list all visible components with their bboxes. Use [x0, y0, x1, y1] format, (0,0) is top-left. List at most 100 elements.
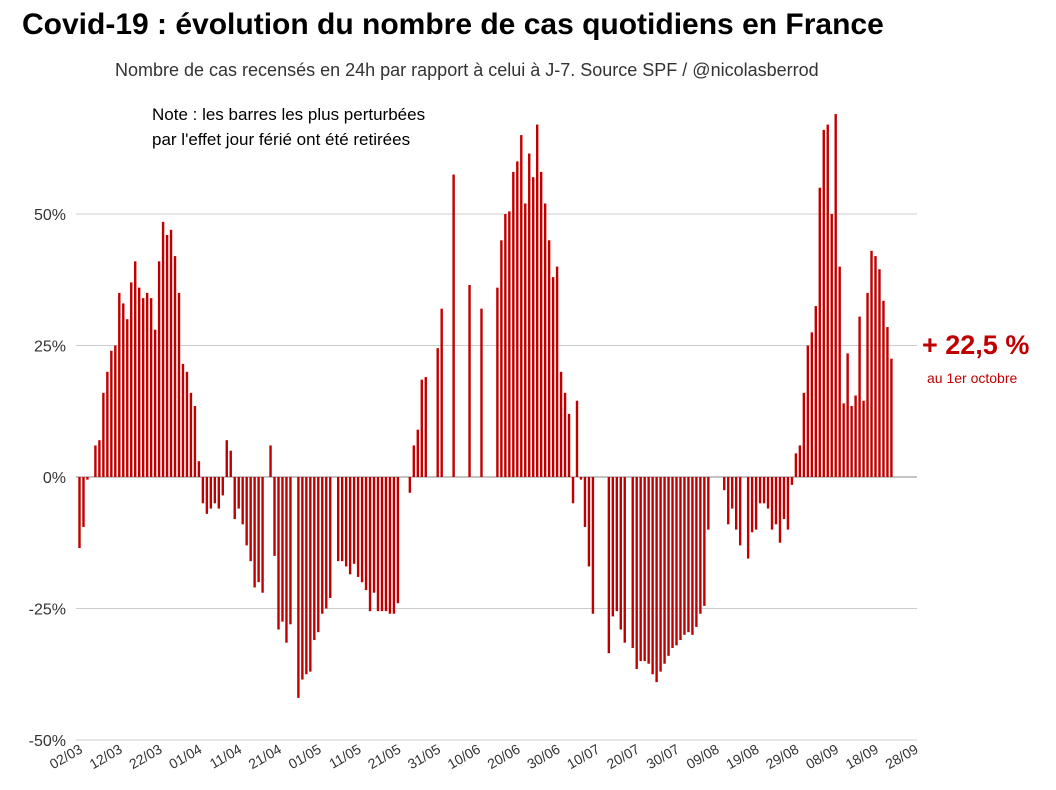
- bar: [412, 445, 416, 477]
- y-tick-label: 25%: [34, 339, 66, 356]
- bar: [408, 477, 412, 493]
- bar: [285, 477, 288, 643]
- bar: [687, 477, 690, 633]
- bar: [631, 477, 634, 648]
- bar: [539, 171, 543, 478]
- bar: [106, 371, 109, 477]
- bar: [679, 477, 682, 641]
- bar: [368, 477, 372, 612]
- bar: [452, 174, 455, 478]
- bar: [846, 353, 849, 477]
- bar: [555, 266, 559, 477]
- gridlines: [76, 213, 917, 741]
- x-tick-label: 10/06: [445, 741, 484, 772]
- bar: [866, 292, 869, 477]
- bar: [185, 371, 189, 477]
- bar: [325, 477, 328, 609]
- bar: [500, 240, 503, 477]
- bar: [225, 440, 228, 477]
- bar: [468, 285, 471, 477]
- bar: [639, 477, 642, 662]
- bar: [289, 477, 292, 625]
- x-tick-label: 28/09: [882, 741, 921, 772]
- bar: [571, 477, 575, 504]
- bar: [870, 250, 873, 477]
- bar: [217, 477, 220, 509]
- bar: [703, 477, 706, 606]
- bar: [591, 477, 595, 614]
- bar: [770, 477, 774, 530]
- bar: [524, 203, 527, 478]
- bar: [126, 319, 129, 477]
- y-tick-label: -50%: [29, 733, 66, 750]
- bar: [886, 327, 889, 477]
- bar: [583, 477, 587, 527]
- bar: [579, 477, 583, 480]
- bar: [169, 229, 173, 477]
- x-tick-label: 12/03: [86, 741, 125, 772]
- bar: [532, 177, 535, 477]
- bar: [261, 477, 264, 593]
- bar: [110, 350, 113, 477]
- bar: [337, 477, 340, 562]
- bar: [281, 477, 284, 622]
- bar: [193, 405, 197, 477]
- bar: [504, 214, 507, 477]
- bar: [229, 450, 232, 477]
- bar: [360, 477, 364, 583]
- bar: [221, 477, 224, 496]
- bar: [778, 477, 782, 543]
- bar: [177, 292, 181, 477]
- x-tick-label: 01/05: [285, 741, 324, 772]
- bar: [396, 477, 400, 604]
- bar: [372, 477, 376, 593]
- bar: [551, 277, 555, 477]
- bar: [643, 477, 646, 662]
- y-tick-label: -25%: [29, 602, 66, 619]
- bar: [838, 266, 841, 477]
- bar: [683, 477, 686, 635]
- note-line-1: Note : les barres les plus perturbées: [152, 105, 426, 124]
- bar: [141, 298, 145, 477]
- bar: [138, 287, 141, 477]
- bar: [731, 477, 734, 509]
- bar: [118, 292, 121, 477]
- bar: [798, 445, 802, 477]
- bar: [496, 287, 499, 477]
- bar: [424, 377, 427, 477]
- note-line-2: par l'effet jour férié ont été retirées: [152, 130, 411, 149]
- bar: [663, 477, 666, 664]
- x-tick-label: 11/05: [326, 741, 364, 772]
- bar: [782, 477, 786, 520]
- bar: [842, 403, 845, 477]
- bar: [245, 477, 248, 546]
- x-tick-label: 20/07: [604, 741, 643, 772]
- bar: [810, 332, 814, 477]
- y-axis-ticks: 50% 25% 0% -25% -50%: [29, 207, 66, 750]
- bar: [102, 392, 105, 477]
- bar: [78, 477, 81, 549]
- bar: [317, 477, 320, 633]
- bar: [543, 203, 547, 478]
- bar: [313, 477, 316, 641]
- x-tick-label: 01/04: [166, 741, 205, 772]
- x-tick-label: 29/08: [763, 741, 802, 772]
- bar: [786, 477, 790, 530]
- bar: [655, 477, 658, 683]
- note-text: Note : les barres les plus perturbées pa…: [152, 102, 425, 152]
- bar: [563, 392, 567, 477]
- bar: [727, 477, 730, 525]
- bar: [882, 300, 885, 477]
- x-tick-label: 19/08: [723, 741, 762, 772]
- bar: [153, 329, 157, 477]
- bar: [189, 392, 193, 477]
- bar: [416, 429, 419, 477]
- x-tick-label: 22/03: [126, 741, 165, 772]
- bar: [384, 477, 388, 612]
- bar: [197, 461, 201, 477]
- latest-date-annotation: au 1er octobre: [927, 370, 1018, 386]
- bar: [667, 477, 670, 656]
- y-tick-label: 50%: [34, 207, 66, 224]
- bar: [301, 477, 304, 680]
